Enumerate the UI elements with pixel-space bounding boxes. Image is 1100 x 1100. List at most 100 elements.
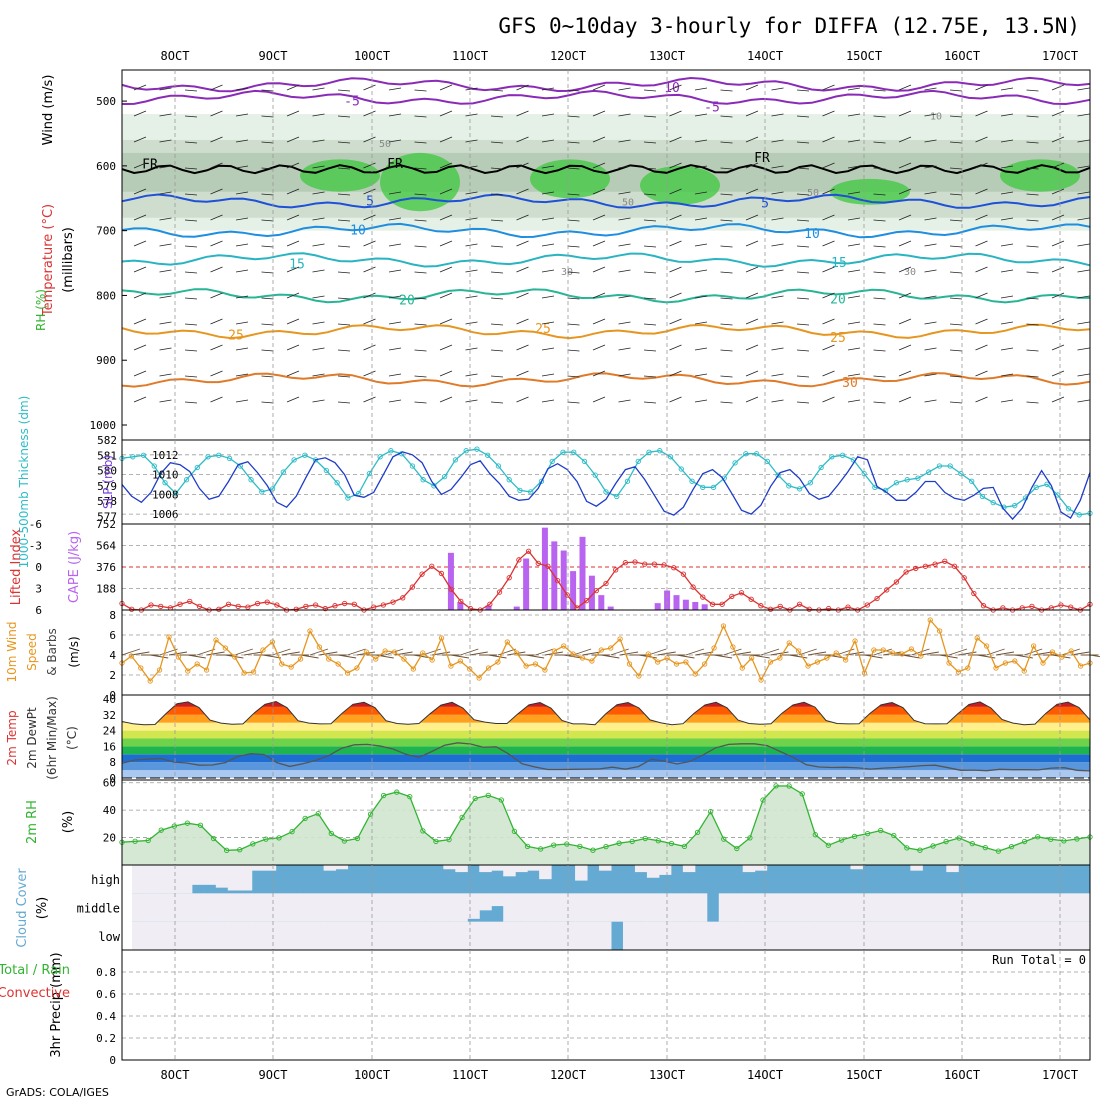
- wind-barb: [541, 113, 555, 117]
- wind-barb: [133, 110, 147, 117]
- precip-label: 3hr Precip (mm): [49, 952, 64, 1057]
- wind-barb: [592, 214, 606, 221]
- li-line-point: [932, 561, 938, 567]
- wind-barb: [414, 271, 427, 274]
- li-line-point: [293, 606, 299, 612]
- cloud-gap: [167, 921, 181, 950]
- y-tick-label-right: 564: [96, 540, 116, 553]
- cape-bar: [457, 601, 464, 610]
- wind-barb: [375, 654, 394, 659]
- wind-barb: [949, 193, 963, 196]
- rh-high-patch: [1000, 159, 1080, 192]
- run-total-text: Run Total = 0: [992, 953, 1086, 967]
- li-line-point: [322, 605, 328, 612]
- wind-barb: [847, 217, 861, 221]
- thickness-line-point: [409, 463, 416, 469]
- wind-barb: [720, 219, 733, 222]
- rh-panel: 60 40 20: [103, 777, 1093, 865]
- cloud-gap: [1066, 893, 1079, 922]
- cloud-gap: [143, 893, 157, 922]
- cape-bar: [513, 606, 520, 610]
- wind-barb: [592, 344, 606, 351]
- thickness-line-point: [667, 454, 674, 460]
- wind-speed-line-point: [918, 653, 924, 659]
- cloud-gap: [1042, 921, 1055, 950]
- rh-line-point: [694, 829, 701, 836]
- wind-barb: [873, 375, 886, 378]
- wind-barb: [490, 297, 504, 300]
- wind-barb: [414, 323, 427, 326]
- cloud-gap: [587, 893, 600, 922]
- thickness-line-point: [474, 446, 480, 452]
- wind-barb: [414, 349, 427, 352]
- wind-barb: [363, 396, 376, 403]
- wind-label-3: & Barbs: [45, 628, 59, 676]
- cloud-gap: [1066, 921, 1079, 950]
- wind-barb: [975, 344, 988, 351]
- wind-barb: [286, 136, 300, 143]
- li-line-point: [564, 592, 570, 598]
- cloud-gap: [323, 921, 337, 950]
- wind-barb: [669, 110, 682, 117]
- y-tick-label: 6: [35, 604, 42, 617]
- wind-barb: [771, 373, 784, 377]
- wind-barb: [643, 167, 657, 170]
- wind-barb: [796, 375, 810, 378]
- wind-barb: [363, 318, 376, 325]
- wind-barb: [1051, 292, 1065, 299]
- cloud-gap: [622, 893, 636, 922]
- wind-barb: [312, 165, 325, 169]
- y-tick-label: -3: [29, 540, 42, 553]
- cloud-gap: [646, 893, 660, 922]
- wind-barb: [975, 84, 988, 91]
- contour-label: 50: [807, 188, 819, 199]
- rh-line-point: [1008, 843, 1015, 850]
- li-line-point: [438, 570, 445, 577]
- wind-barb: [184, 245, 198, 248]
- wind-barb: [465, 399, 478, 403]
- y-tick-label: 40: [103, 804, 116, 817]
- wind-barb: [363, 162, 376, 169]
- li-line-point: [525, 548, 532, 554]
- wind-barb: [347, 648, 366, 656]
- cloud-gap: [850, 921, 863, 950]
- wind-barb: [414, 141, 427, 144]
- contour-label: 25: [228, 329, 244, 344]
- thickness-line-point: [1044, 481, 1050, 487]
- wind-barb: [1000, 165, 1014, 169]
- cloud-gap: [263, 893, 277, 922]
- contour-label: 30: [561, 267, 573, 278]
- wind-speed-line-point: [626, 661, 633, 667]
- wind-barb: [490, 89, 504, 92]
- cloud-gap: [814, 921, 828, 950]
- thickness-line-point: [657, 448, 663, 454]
- wind-barb: [439, 396, 453, 403]
- li-line-point: [458, 598, 464, 605]
- cloud-gap: [898, 921, 911, 950]
- wind-barb: [847, 113, 861, 117]
- wind-barb: [388, 113, 402, 117]
- wind-barb: [286, 344, 300, 351]
- wind-barb: [210, 84, 223, 91]
- cloud-gap: [826, 893, 840, 922]
- y-tick-label: 0.2: [96, 1032, 116, 1045]
- li-line-point: [709, 601, 716, 607]
- slp-label: SLP (mb): [101, 455, 115, 509]
- cloud-gap: [215, 921, 229, 950]
- wind-barb: [822, 110, 835, 117]
- contour-label: 5: [366, 195, 374, 210]
- thickness-line-point: [366, 470, 373, 477]
- cape-bar: [701, 604, 708, 610]
- cape-bar: [447, 552, 454, 610]
- contour-label: FR: [754, 151, 770, 166]
- cloud-gap: [287, 921, 301, 950]
- wind-speed-line-point: [1049, 649, 1056, 655]
- cloud-gap: [251, 921, 265, 950]
- wind-barb: [388, 347, 402, 351]
- cloud-gap: [227, 893, 241, 922]
- precip-legend-total: Total / Rain: [0, 963, 70, 978]
- wind-barb: [1077, 243, 1090, 247]
- wind-barb: [822, 318, 835, 325]
- wind-barb: [720, 245, 733, 248]
- wind-barb: [1026, 193, 1039, 196]
